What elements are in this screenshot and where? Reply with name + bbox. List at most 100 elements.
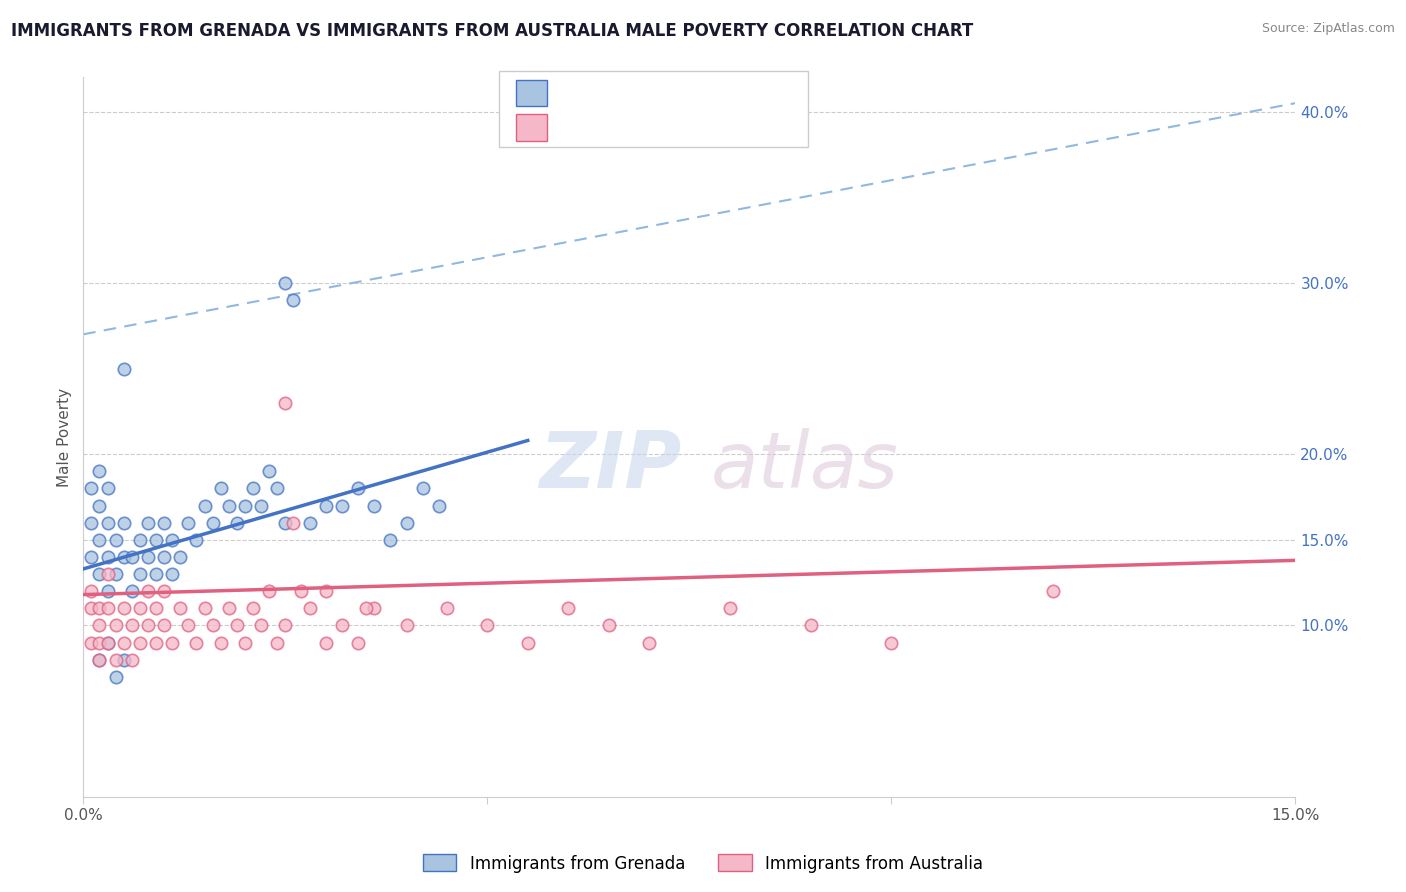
Point [201,618,224,632]
Point [136,618,159,632]
Text: R =  0.261   N = 57: R = 0.261 N = 57 [558,84,734,102]
Point [354,601,377,615]
Point [112,549,135,564]
Point [96,584,118,599]
Point [412,482,434,496]
Point [266,635,288,649]
Point [153,584,176,599]
Point [104,670,127,684]
Point [96,516,118,530]
Point [233,635,256,649]
Point [112,516,135,530]
Point [315,635,337,649]
Point [283,293,305,307]
Point [80,482,103,496]
Point [218,499,240,513]
Point [298,516,321,530]
Point [160,567,183,582]
Point [96,482,118,496]
Point [395,618,418,632]
Point [145,635,167,649]
Point [104,618,127,632]
Point [186,635,208,649]
Point [1042,584,1064,599]
Text: Source: ZipAtlas.com: Source: ZipAtlas.com [1261,22,1395,36]
Point [177,516,200,530]
Point [104,653,127,667]
Point [121,584,143,599]
Point [638,635,661,649]
Point [128,635,150,649]
Point [96,635,118,649]
Point [209,482,232,496]
Point [274,276,297,290]
Point [395,516,418,530]
Point [136,516,159,530]
Point [193,601,215,615]
Point [274,396,297,410]
Point [274,516,297,530]
Point [160,635,183,649]
Point [89,464,111,478]
Point [80,549,103,564]
Point [112,653,135,667]
Point [266,482,288,496]
Point [177,618,200,632]
Point [800,618,823,632]
Point [880,635,903,649]
Point [169,601,191,615]
Point [477,618,499,632]
Point [347,635,370,649]
Point [516,635,538,649]
Point [257,584,280,599]
Point [89,618,111,632]
Point [347,482,370,496]
Point [89,635,111,649]
Point [121,549,143,564]
Point [145,533,167,547]
Point [315,584,337,599]
Point [193,499,215,513]
Point [315,499,337,513]
Point [201,516,224,530]
Point [96,601,118,615]
Y-axis label: Male Poverty: Male Poverty [58,387,72,487]
Point [89,499,111,513]
Point [112,601,135,615]
Point [290,584,312,599]
Point [121,653,143,667]
Point [718,601,741,615]
Text: IMMIGRANTS FROM GRENADA VS IMMIGRANTS FROM AUSTRALIA MALE POVERTY CORRELATION CH: IMMIGRANTS FROM GRENADA VS IMMIGRANTS FR… [11,22,973,40]
Point [128,601,150,615]
Point [89,567,111,582]
Point [136,549,159,564]
Point [80,516,103,530]
Text: R =  0.096   N = 60: R = 0.096 N = 60 [558,119,734,136]
Point [153,618,176,632]
Point [89,653,111,667]
Point [557,601,579,615]
Point [436,601,458,615]
Point [96,567,118,582]
Point [121,618,143,632]
Point [145,601,167,615]
Point [145,567,167,582]
Point [427,499,450,513]
Point [218,601,240,615]
Point [104,567,127,582]
Point [112,635,135,649]
Point [89,533,111,547]
Point [330,618,353,632]
Point [186,533,208,547]
Point [136,584,159,599]
Point [274,618,297,632]
Point [80,584,103,599]
Point [250,499,273,513]
Point [225,516,247,530]
Point [160,533,183,547]
Point [298,601,321,615]
Point [104,533,127,547]
Point [283,516,305,530]
Point [153,516,176,530]
Point [363,499,385,513]
